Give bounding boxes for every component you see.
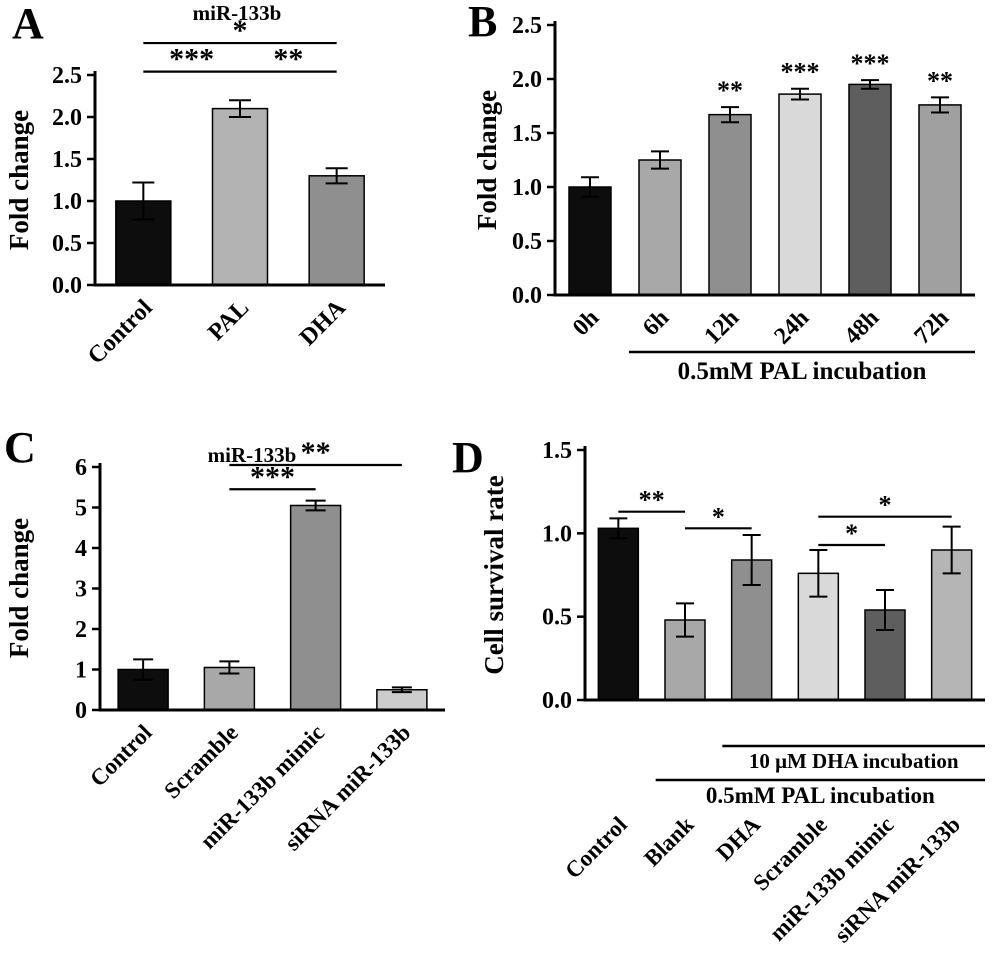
svg-text:Control: Control [85, 720, 157, 792]
svg-text:2.5: 2.5 [52, 63, 82, 89]
svg-text:***: *** [169, 43, 214, 76]
svg-text:10 μM DHA incubation: 10 μM DHA incubation [749, 749, 959, 773]
svg-text:Control: Control [83, 295, 158, 370]
svg-text:4: 4 [75, 536, 87, 562]
svg-text:0.0: 0.0 [542, 688, 572, 714]
bar-chart-panel-a: miR-133b Fold change 0.0 0.5 1.0 1.5 2.0 2.5 Con… [4, 1, 385, 370]
svg-text:Fold change: Fold change [4, 518, 34, 658]
svg-text:2.0: 2.0 [512, 67, 542, 93]
svg-text:miR-133b mimic: miR-133b mimic [765, 812, 899, 946]
svg-text:1: 1 [75, 658, 87, 684]
panel-label-a: A [12, 0, 44, 48]
svg-text:siRNA miR-133b: siRNA miR-133b [830, 812, 966, 948]
svg-text:*: * [233, 14, 248, 47]
svg-text:***: *** [851, 49, 890, 78]
svg-text:0.5mM PAL incubation: 0.5mM PAL incubation [678, 358, 927, 385]
svg-text:Scramble: Scramble [159, 720, 243, 804]
bar-chart-panel-d: Cell survival rate 0.0 0.5 1.0 1.5 Control Bla… [479, 438, 985, 948]
svg-text:**: ** [927, 66, 953, 95]
bar-chart-panel-c: miR-133b Fold change 0 1 2 3 4 5 6 Control Scrambl… [4, 436, 445, 855]
svg-text:0.5: 0.5 [542, 605, 572, 631]
svg-text:1.0: 1.0 [52, 189, 82, 215]
bar-chart-panel-b: Fold change ***** *****0.00.51.01.52.02.50… [472, 13, 975, 385]
svg-text:*: * [712, 502, 725, 531]
svg-text:0.5: 0.5 [512, 229, 542, 255]
panel-label-d: D [452, 433, 484, 482]
svg-text:**: ** [273, 43, 303, 76]
svg-text:0.0: 0.0 [52, 273, 82, 299]
svg-text:48h: 48h [839, 305, 884, 350]
svg-text:72h: 72h [909, 305, 954, 350]
svg-text:5: 5 [75, 496, 87, 522]
svg-text:Fold change: Fold change [4, 110, 34, 250]
svg-text:***: *** [781, 58, 820, 87]
svg-text:Cell survival rate: Cell survival rate [479, 475, 509, 674]
svg-text:6: 6 [75, 455, 87, 481]
svg-text:1.0: 1.0 [512, 175, 542, 201]
svg-text:*: * [845, 519, 858, 548]
svg-text:1.0: 1.0 [542, 521, 572, 547]
panel-label-b: B [468, 0, 498, 46]
svg-text:2.0: 2.0 [52, 105, 82, 131]
svg-text:Control: Control [560, 812, 632, 884]
svg-text:miR-133b: miR-133b [193, 1, 282, 25]
svg-text:3: 3 [75, 577, 87, 603]
svg-text:0: 0 [75, 698, 87, 724]
svg-text:1.5: 1.5 [52, 147, 82, 173]
svg-text:DHA: DHA [711, 812, 765, 866]
svg-text:Fold change: Fold change [472, 90, 502, 230]
panel-label-c: C [4, 423, 36, 472]
svg-text:miR-133b: miR-133b [208, 443, 297, 467]
svg-text:1.5: 1.5 [542, 438, 572, 464]
svg-text:2.5: 2.5 [512, 13, 542, 39]
svg-text:Blank: Blank [639, 812, 698, 871]
svg-text:**: ** [717, 76, 743, 105]
svg-text:*: * [879, 491, 892, 520]
svg-text:2: 2 [75, 617, 87, 643]
svg-text:0.0: 0.0 [512, 283, 542, 309]
svg-text:0.5mM PAL incubation: 0.5mM PAL incubation [706, 783, 935, 808]
svg-text:**: ** [301, 436, 331, 469]
svg-text:1.5: 1.5 [512, 121, 542, 147]
svg-text:0.5: 0.5 [52, 231, 82, 257]
svg-text:PAL: PAL [203, 295, 254, 346]
svg-text:6h: 6h [638, 305, 674, 341]
svg-text:0h: 0h [568, 305, 604, 341]
svg-text:24h: 24h [769, 305, 814, 350]
svg-text:12h: 12h [699, 305, 744, 350]
svg-text:DHA: DHA [295, 294, 352, 351]
svg-text:**: ** [639, 486, 665, 515]
